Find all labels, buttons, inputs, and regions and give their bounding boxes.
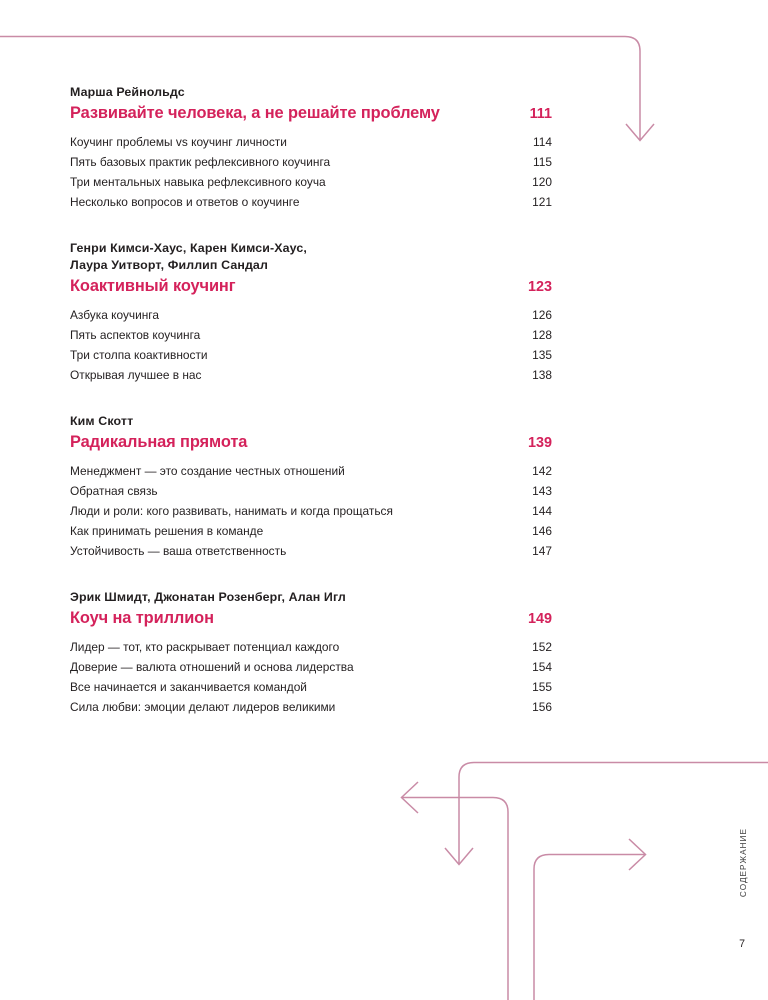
group-page-number: 123 (527, 279, 552, 295)
toc-entry-label[interactable]: Несколько вопросов и ответов о коучинге (70, 195, 300, 209)
toc-entry-label[interactable]: Все начинается и заканчивается командой (70, 680, 307, 694)
toc-entry-label[interactable]: Пять базовых практик рефлексивного коучи… (70, 155, 331, 169)
toc-entry-label[interactable]: Устойчивость — ваша ответственность (70, 544, 287, 558)
toc-entry-label[interactable]: Менеджмент — это создание честных отноше… (70, 464, 345, 478)
bottom-down-arrow-head-icon (444, 847, 474, 866)
toc-entry[interactable]: Пять аспектов коучинга 128 (70, 325, 552, 345)
toc-entry[interactable]: Азбука коучинга 126 (70, 305, 552, 325)
toc-entry-page: 155 (532, 680, 552, 694)
group-page-number: 111 (529, 106, 552, 122)
toc-entry-page: 154 (532, 660, 552, 674)
toc-entry[interactable]: Несколько вопросов и ответов о коучинге … (70, 192, 552, 212)
running-head: СОДЕРЖАНИЕ (739, 828, 748, 898)
toc-entry-page: 143 (532, 484, 552, 498)
toc-entry[interactable]: Люди и роли: кого развивать, нанимать и … (70, 501, 552, 521)
toc-entry-page: 115 (533, 155, 552, 169)
toc-group: Ким Скотт Радикальная прямота 139 Менедж… (70, 413, 552, 561)
toc-entry[interactable]: Пять базовых практик рефлексивного коучи… (70, 152, 552, 172)
toc-group: Марша Рейнольдс Развивайте человека, а н… (70, 84, 552, 212)
toc-entry-page: 144 (532, 504, 552, 518)
toc-entry-page: 138 (532, 368, 552, 382)
group-author: Генри Кимси-Хаус, Карен Кимси-Хаус, Лаур… (70, 241, 307, 272)
toc-entry-label[interactable]: Три ментальных навыка рефлексивного коуч… (70, 175, 326, 189)
toc-entry[interactable]: Доверие — валюта отношений и основа лиде… (70, 657, 552, 677)
group-author: Эрик Шмидт, Джонатан Розенберг, Алан Игл (70, 590, 346, 604)
toc-entry-label[interactable]: Лидер — тот, кто раскрывает потенциал ка… (70, 640, 340, 654)
toc-entry[interactable]: Три ментальных навыка рефлексивного коуч… (70, 172, 552, 192)
toc-entry-page: 147 (532, 544, 552, 558)
group-title-row[interactable]: Радикальная прямота 139 (70, 431, 552, 454)
toc-group: Эрик Шмидт, Джонатан Розенберг, Алан Игл… (70, 589, 552, 717)
top-arrow-head-icon (625, 123, 655, 142)
toc-entry[interactable]: Как принимать решения в команде 146 (70, 521, 552, 541)
toc-entry[interactable]: Обратная связь 143 (70, 481, 552, 501)
page-number-folio: 7 (739, 938, 745, 950)
group-author: Ким Скотт (70, 414, 134, 428)
group-title[interactable]: Коактивный коучинг (70, 277, 236, 295)
toc-entry-label[interactable]: Доверие — валюта отношений и основа лиде… (70, 660, 354, 674)
toc-entry-page: 135 (532, 348, 552, 362)
toc-entry-label[interactable]: Три столпа коактивности (70, 348, 208, 362)
group-title-row[interactable]: Коактивный коучинг 123 (70, 275, 552, 298)
group-title-row[interactable]: Развивайте человека, а не решайте пробле… (70, 102, 552, 125)
bottom-down-arrow-path (458, 761, 768, 864)
toc-entry[interactable]: Открывая лучшее в нас 138 (70, 365, 552, 385)
toc-entry-page: 152 (532, 640, 552, 654)
toc-entry[interactable]: Лидер — тот, кто раскрывает потенциал ка… (70, 637, 552, 657)
toc-entry-page: 120 (532, 175, 552, 189)
toc-entry-label[interactable]: Азбука коучинга (70, 308, 159, 322)
toc-entry-page: 121 (532, 195, 552, 209)
toc-group: Генри Кимси-Хаус, Карен Кимси-Хаус, Лаур… (70, 240, 552, 385)
toc-entry-page: 142 (532, 464, 552, 478)
toc-entry-label[interactable]: Люди и роли: кого развивать, нанимать и … (70, 504, 393, 518)
group-author: Марша Рейнольдс (70, 85, 185, 99)
group-page-number: 149 (527, 611, 552, 627)
group-title-row[interactable]: Коуч на триллион 149 (70, 607, 552, 630)
group-title[interactable]: Радикальная прямота (70, 433, 248, 451)
bottom-left-arrow-path (402, 796, 509, 1000)
toc-entry[interactable]: Сила любви: эмоции делают лидеров велики… (70, 697, 552, 717)
toc-entry-label[interactable]: Коучинг проблемы vs коучинг личности (70, 135, 287, 149)
toc-entry[interactable]: Устойчивость — ваша ответственность 147 (70, 541, 552, 561)
toc-entry-label[interactable]: Как принимать решения в команде (70, 524, 264, 538)
toc-entry-page: 126 (532, 308, 552, 322)
toc-entry[interactable]: Коучинг проблемы vs коучинг личности 114 (70, 132, 552, 152)
toc-entry[interactable]: Три столпа коактивности 135 (70, 345, 552, 365)
toc-entry-label[interactable]: Обратная связь (70, 484, 158, 498)
group-title[interactable]: Коуч на триллион (70, 609, 214, 627)
toc-entry-label[interactable]: Сила любви: эмоции делают лидеров велики… (70, 700, 336, 714)
bottom-right-arrow-path (533, 853, 645, 1000)
bottom-left-arrow-head-icon (400, 781, 419, 814)
group-title[interactable]: Развивайте человека, а не решайте пробле… (70, 104, 440, 122)
toc-entry-label[interactable]: Пять аспектов коучинга (70, 328, 201, 342)
group-page-number: 139 (527, 435, 552, 451)
toc-entry-page: 146 (532, 524, 552, 538)
toc-entry[interactable]: Менеджмент — это создание честных отноше… (70, 461, 552, 481)
toc-entry-page: 114 (533, 135, 552, 149)
bottom-right-arrow-head-icon (628, 838, 647, 871)
toc-entry[interactable]: Все начинается и заканчивается командой … (70, 677, 552, 697)
toc-entry-page: 128 (532, 328, 552, 342)
toc-entry-label[interactable]: Открывая лучшее в нас (70, 368, 202, 382)
toc-entry-page: 156 (532, 700, 552, 714)
table-of-contents: Марша Рейнольдс Развивайте человека, а н… (70, 84, 552, 717)
